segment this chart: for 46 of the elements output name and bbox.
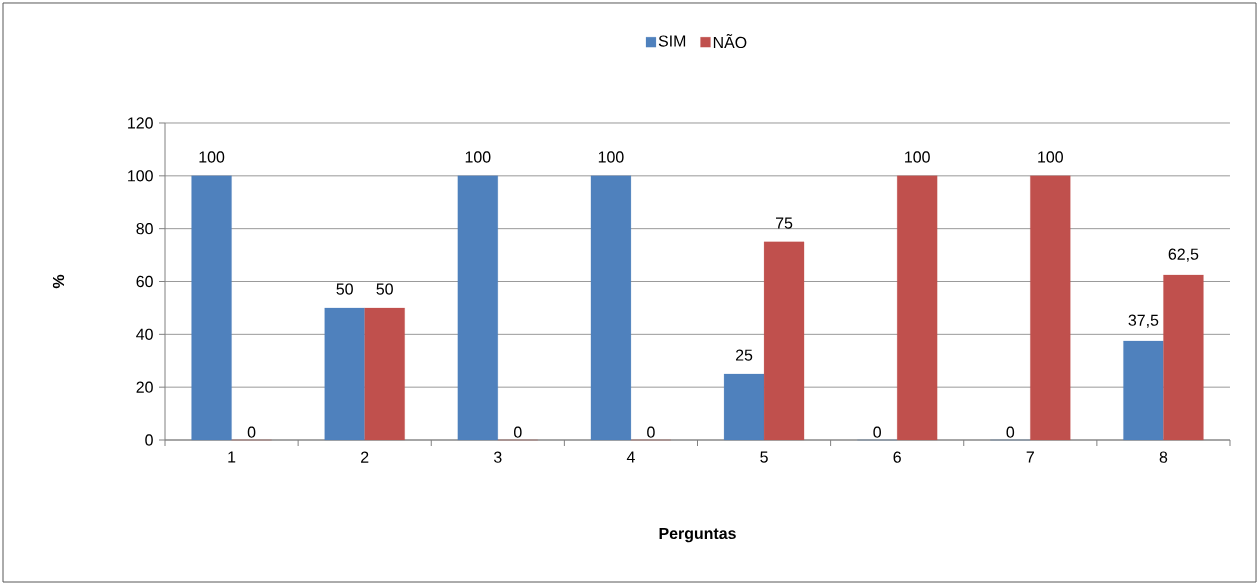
data-label: 37,5 — [1128, 314, 1159, 328]
bar — [324, 307, 365, 441]
bar — [723, 373, 765, 441]
x-tick-label: 7 — [1026, 451, 1034, 463]
bar — [1030, 175, 1071, 441]
data-label: 0 — [247, 426, 256, 438]
data-label: 25 — [735, 349, 753, 361]
bar — [364, 307, 405, 441]
bar — [1123, 340, 1164, 441]
bar — [763, 241, 805, 441]
bar — [897, 175, 938, 441]
data-label: 50 — [376, 283, 393, 295]
legend-label: SIM — [658, 35, 686, 47]
y-tick-label: 100 — [128, 170, 153, 182]
bar — [590, 175, 632, 441]
y-tick-label: 60 — [136, 275, 153, 288]
x-tick-label: 4 — [626, 451, 635, 463]
y-tick-label: 0 — [145, 434, 153, 446]
data-label: 0 — [1006, 426, 1015, 438]
x-tick-label: 2 — [361, 451, 369, 463]
data-label: 100 — [465, 151, 491, 163]
bar — [191, 175, 232, 441]
legend-label: NÃO — [713, 33, 747, 49]
x-tick-label: 6 — [893, 451, 901, 463]
y-axis-title: % — [52, 274, 65, 289]
data-label: 75 — [776, 217, 793, 229]
data-label: 50 — [336, 283, 353, 295]
y-tick-label: 40 — [136, 328, 153, 340]
data-label: 0 — [647, 426, 655, 438]
x-tick-label: 8 — [1159, 451, 1168, 463]
data-label: 0 — [873, 426, 881, 438]
x-tick-label: 1 — [228, 451, 236, 463]
x-axis-title: Perguntas — [659, 527, 736, 543]
x-tick-label: 3 — [493, 451, 502, 463]
y-tick-label: 120 — [128, 117, 153, 129]
x-tick-label: 5 — [760, 451, 768, 463]
data-label: 100 — [905, 151, 930, 163]
data-label: 100 — [1038, 151, 1063, 163]
data-label: 62,5 — [1168, 248, 1199, 262]
bar — [457, 175, 498, 441]
data-label: 0 — [514, 426, 522, 438]
y-tick-label: 80 — [136, 223, 153, 235]
y-tick-label: 20 — [136, 381, 153, 393]
data-label: 100 — [199, 151, 225, 163]
bar — [1163, 274, 1204, 441]
data-label: 100 — [598, 151, 624, 163]
